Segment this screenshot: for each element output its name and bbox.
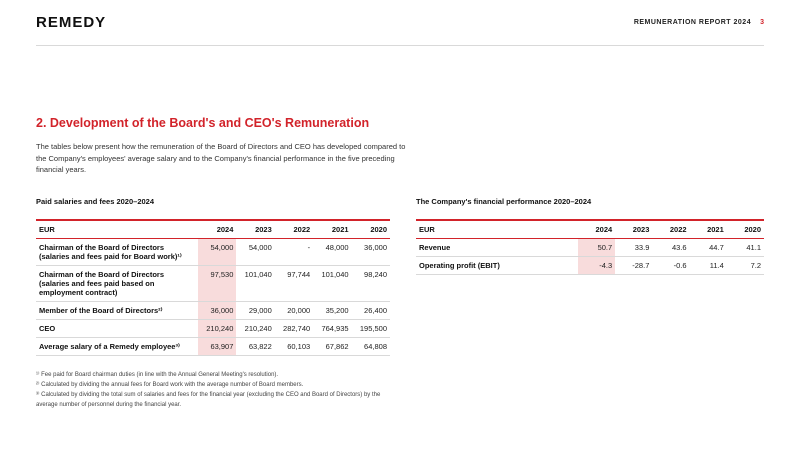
performance-column: The Company's financial performance 2020… xyxy=(416,197,764,275)
table-cell: 41.1 xyxy=(726,238,764,257)
column-header-year: 2024 xyxy=(198,218,237,239)
table-cell: 54,000 xyxy=(198,238,237,266)
performance-table: EUR 2024 2023 2022 2021 2020 Revenue 50.… xyxy=(416,218,764,275)
column-header-year: 2022 xyxy=(274,218,314,239)
footnote-3: ³⁾ Calculated by dividing the total sum … xyxy=(36,391,381,408)
table-cell: 35,200 xyxy=(313,301,352,320)
table-row: Chairman of the Board of Directors (sala… xyxy=(36,265,390,302)
table-row: Chairman of the Board of Directors (sala… xyxy=(36,238,390,266)
column-header-year: 2020 xyxy=(351,218,390,239)
table-cell: 36,000 xyxy=(198,301,237,320)
section-title: 2. Development of the Board's and CEO's … xyxy=(36,116,370,130)
header-right: REMUNERATION REPORT 2024 3 xyxy=(634,19,764,26)
table-cell: 98,240 xyxy=(351,265,390,302)
column-header-year: 2024 xyxy=(578,218,616,239)
table-cell: 11.4 xyxy=(689,256,727,275)
table-row: Operating profit (EBIT) -4.3 -28.7 -0.6 … xyxy=(416,256,764,275)
table-row: Member of the Board of Directors²⁾ 36,00… xyxy=(36,301,390,320)
table-cell: 195,500 xyxy=(351,319,390,338)
table-cell: 97,744 xyxy=(274,265,314,302)
remedy-logo: REMEDY xyxy=(36,14,107,31)
table-cell: - xyxy=(274,238,314,266)
row-label: Average salary of a Remedy employee³⁾ xyxy=(36,337,198,356)
page-header: REMEDY REMUNERATION REPORT 2024 3 xyxy=(36,0,764,46)
column-header-year: 2021 xyxy=(313,218,352,239)
table-header-row: EUR 2024 2023 2022 2021 2020 xyxy=(416,218,764,239)
row-label: Member of the Board of Directors²⁾ xyxy=(36,301,198,320)
page-content: 2. Development of the Board's and CEO's … xyxy=(36,116,764,410)
row-label: Revenue xyxy=(416,238,578,257)
footnote-2: ²⁾ Calculated by dividing the annual fee… xyxy=(36,381,304,388)
table-cell: 26,400 xyxy=(351,301,390,320)
table-cell: 54,000 xyxy=(236,238,275,266)
row-label: Chairman of the Board of Directors (sala… xyxy=(36,238,198,266)
table-cell: 7.2 xyxy=(726,256,764,275)
tables-area: Paid salaries and fees 2020–2024 EUR 202… xyxy=(36,197,764,411)
row-label: CEO xyxy=(36,319,198,338)
column-header-year: 2022 xyxy=(652,218,690,239)
table-cell: -0.6 xyxy=(652,256,690,275)
footnote-1: ¹⁾ Fee paid for Board chairman duties (i… xyxy=(36,371,279,378)
table-cell: 63,822 xyxy=(236,337,275,356)
table-cell: 64,808 xyxy=(351,337,390,356)
column-header-eur: EUR xyxy=(416,218,578,239)
table-cell: 101,040 xyxy=(313,265,352,302)
column-header-year: 2020 xyxy=(726,218,764,239)
row-label: Operating profit (EBIT) xyxy=(416,256,578,275)
column-header-year: 2023 xyxy=(615,218,653,239)
table-cell: 33.9 xyxy=(615,238,653,257)
report-title: REMUNERATION REPORT 2024 xyxy=(633,19,752,26)
table-cell: 67,862 xyxy=(313,337,352,356)
footnotes: ¹⁾ Fee paid for Board chairman duties (i… xyxy=(36,371,390,411)
table-cell: 43.6 xyxy=(652,238,690,257)
table-cell: 101,040 xyxy=(236,265,275,302)
table-row: Average salary of a Remedy employee³⁾ 63… xyxy=(36,337,390,356)
page-number: 3 xyxy=(760,19,764,26)
table-cell: -28.7 xyxy=(615,256,653,275)
row-label: Chairman of the Board of Directors (sala… xyxy=(36,265,198,302)
table-cell: 48,000 xyxy=(313,238,352,266)
table-cell: 63,907 xyxy=(198,337,237,356)
intro-paragraph: The tables below present how the remuner… xyxy=(36,142,406,175)
table-cell: 44.7 xyxy=(689,238,727,257)
table-row: Revenue 50.7 33.9 43.6 44.7 41.1 xyxy=(416,238,764,257)
table-cell: 210,240 xyxy=(198,319,237,338)
table-cell: 97,530 xyxy=(198,265,237,302)
table-cell: 282,740 xyxy=(274,319,314,338)
table-cell: 36,000 xyxy=(351,238,390,266)
table-cell: 764,935 xyxy=(313,319,352,338)
table-row: CEO 210,240 210,240 282,740 764,935 195,… xyxy=(36,319,390,338)
table-cell: 50.7 xyxy=(578,238,616,257)
salaries-table-title: Paid salaries and fees 2020–2024 xyxy=(36,196,155,206)
salaries-column: Paid salaries and fees 2020–2024 EUR 202… xyxy=(36,197,390,411)
salaries-table: EUR 2024 2023 2022 2021 2020 Chairman of… xyxy=(36,218,390,356)
performance-table-title: The Company's financial performance 2020… xyxy=(416,196,592,206)
table-cell: -4.3 xyxy=(578,256,616,275)
table-cell: 60,103 xyxy=(274,337,314,356)
table-cell: 29,000 xyxy=(236,301,275,320)
column-header-eur: EUR xyxy=(36,218,198,239)
table-cell: 20,000 xyxy=(274,301,314,320)
column-header-year: 2023 xyxy=(236,218,275,239)
column-header-year: 2021 xyxy=(689,218,727,239)
table-cell: 210,240 xyxy=(236,319,275,338)
table-header-row: EUR 2024 2023 2022 2021 2020 xyxy=(36,218,390,239)
